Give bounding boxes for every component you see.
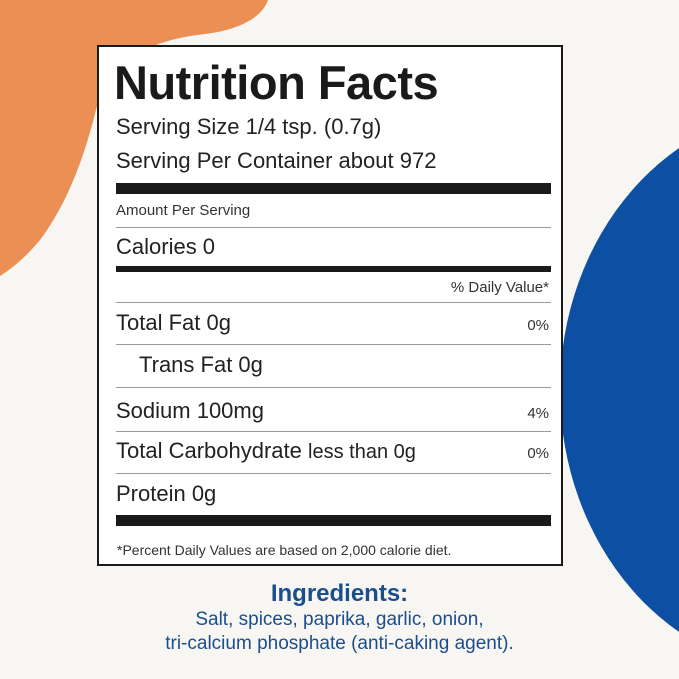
daily-value-header: % Daily Value* (450, 279, 549, 296)
thick-divider (116, 515, 551, 526)
ingredients-line: tri-calcium phosphate (anti-caking agent… (165, 633, 514, 654)
ingredients-line: Salt, spices, paprika, garlic, onion, (195, 609, 484, 630)
nutrient-label: Sodium 100mg (116, 398, 264, 423)
nutrition-facts-title: Nutrition Facts (114, 56, 439, 109)
nutrient-label: Trans Fat 0g (139, 352, 263, 377)
nutrition-facts-panel: Nutrition Facts Serving Size 1/4 tsp. (0… (97, 45, 563, 566)
divider (116, 344, 551, 345)
blue-circle-shape (560, 148, 679, 632)
nutrient-label-main: Total Carbohydrate (116, 438, 302, 463)
divider (116, 227, 551, 228)
nutrient-qualifier: less than 0g (308, 441, 416, 463)
nutrient-daily-value: 0% (527, 317, 549, 334)
nutrient-label: Total Carbohydrate less than 0g (116, 437, 416, 466)
amount-per-serving: Amount Per Serving (116, 202, 251, 219)
serving-size: Serving Size 1/4 tsp. (0.7g) (116, 114, 382, 139)
divider (116, 431, 551, 432)
nutrient-label: Total Fat 0g (116, 310, 231, 335)
nutrient-label: Protein 0g (116, 481, 217, 506)
medium-divider (116, 266, 551, 272)
orange-blob-shape (0, 0, 268, 276)
nutrient-daily-value: 4% (527, 405, 549, 422)
divider (116, 473, 551, 474)
daily-value-footnote: *Percent Daily Values are based on 2,000… (117, 542, 452, 558)
divider (116, 387, 551, 388)
thick-divider (116, 183, 551, 194)
calories-row: Calories 0 (116, 234, 216, 259)
servings-per-container: Serving Per Container about 972 (116, 148, 437, 173)
nutrient-daily-value: 0% (527, 445, 549, 462)
ingredients-section: Ingredients: Salt, spices, paprika, garl… (0, 580, 679, 656)
divider (116, 302, 551, 303)
ingredients-heading: Ingredients: (270, 580, 409, 607)
